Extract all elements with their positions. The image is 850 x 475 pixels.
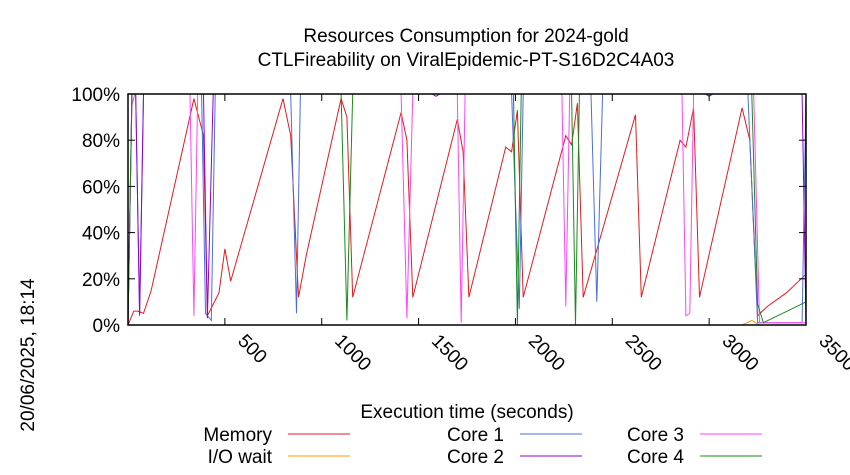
y-tick-label: 100% — [71, 85, 120, 106]
legend-label-memory: Memory — [203, 425, 272, 446]
series-line-core-1 — [127, 93, 807, 326]
x-axis-ticks: 500 1000 1500 2000 2500 3000 3500 — [224, 94, 850, 376]
series-line-memory — [127, 96, 807, 326]
y-tick-label: 0% — [93, 316, 121, 337]
x-tick-label: 1000 — [330, 331, 375, 376]
plot-lines — [127, 93, 807, 326]
series-line-core-2 — [127, 93, 807, 326]
y-tick-label: 60% — [82, 177, 120, 198]
y-axis-ticks: 0% 20% 40% 60% 80% 100% — [71, 85, 806, 337]
x-tick-label: 2000 — [524, 331, 569, 376]
y-tick-label: 80% — [82, 131, 120, 152]
x-axis-label: Execution time (seconds) — [360, 402, 573, 423]
y-tick-label: 40% — [82, 224, 120, 245]
x-tick-label: 2500 — [621, 331, 666, 376]
legend-label-core-4: Core 4 — [627, 447, 684, 468]
series-line-core-3 — [127, 93, 806, 326]
y-tick-label: 20% — [82, 270, 120, 291]
legend-label-i-o-wait: I/O wait — [208, 447, 273, 468]
timestamp-label: 20/06/2025, 18:14 — [18, 278, 39, 432]
series-line-core-4 — [127, 93, 807, 326]
plot-frame — [127, 93, 807, 326]
legend-label-core-3: Core 3 — [627, 425, 684, 446]
x-tick-label: 1500 — [427, 331, 472, 376]
x-tick-label: 500 — [233, 331, 270, 368]
chart-subtitle: CTLFireability on ViralEpidemic-PT-S16D2… — [258, 50, 675, 71]
x-tick-label: 3000 — [718, 331, 763, 376]
chart-title: Resources Consumption for 2024-gold — [303, 26, 628, 47]
x-tick-label: 3500 — [815, 331, 850, 376]
legend-label-core-2: Core 2 — [447, 447, 504, 468]
legend-label-core-1: Core 1 — [447, 425, 504, 446]
